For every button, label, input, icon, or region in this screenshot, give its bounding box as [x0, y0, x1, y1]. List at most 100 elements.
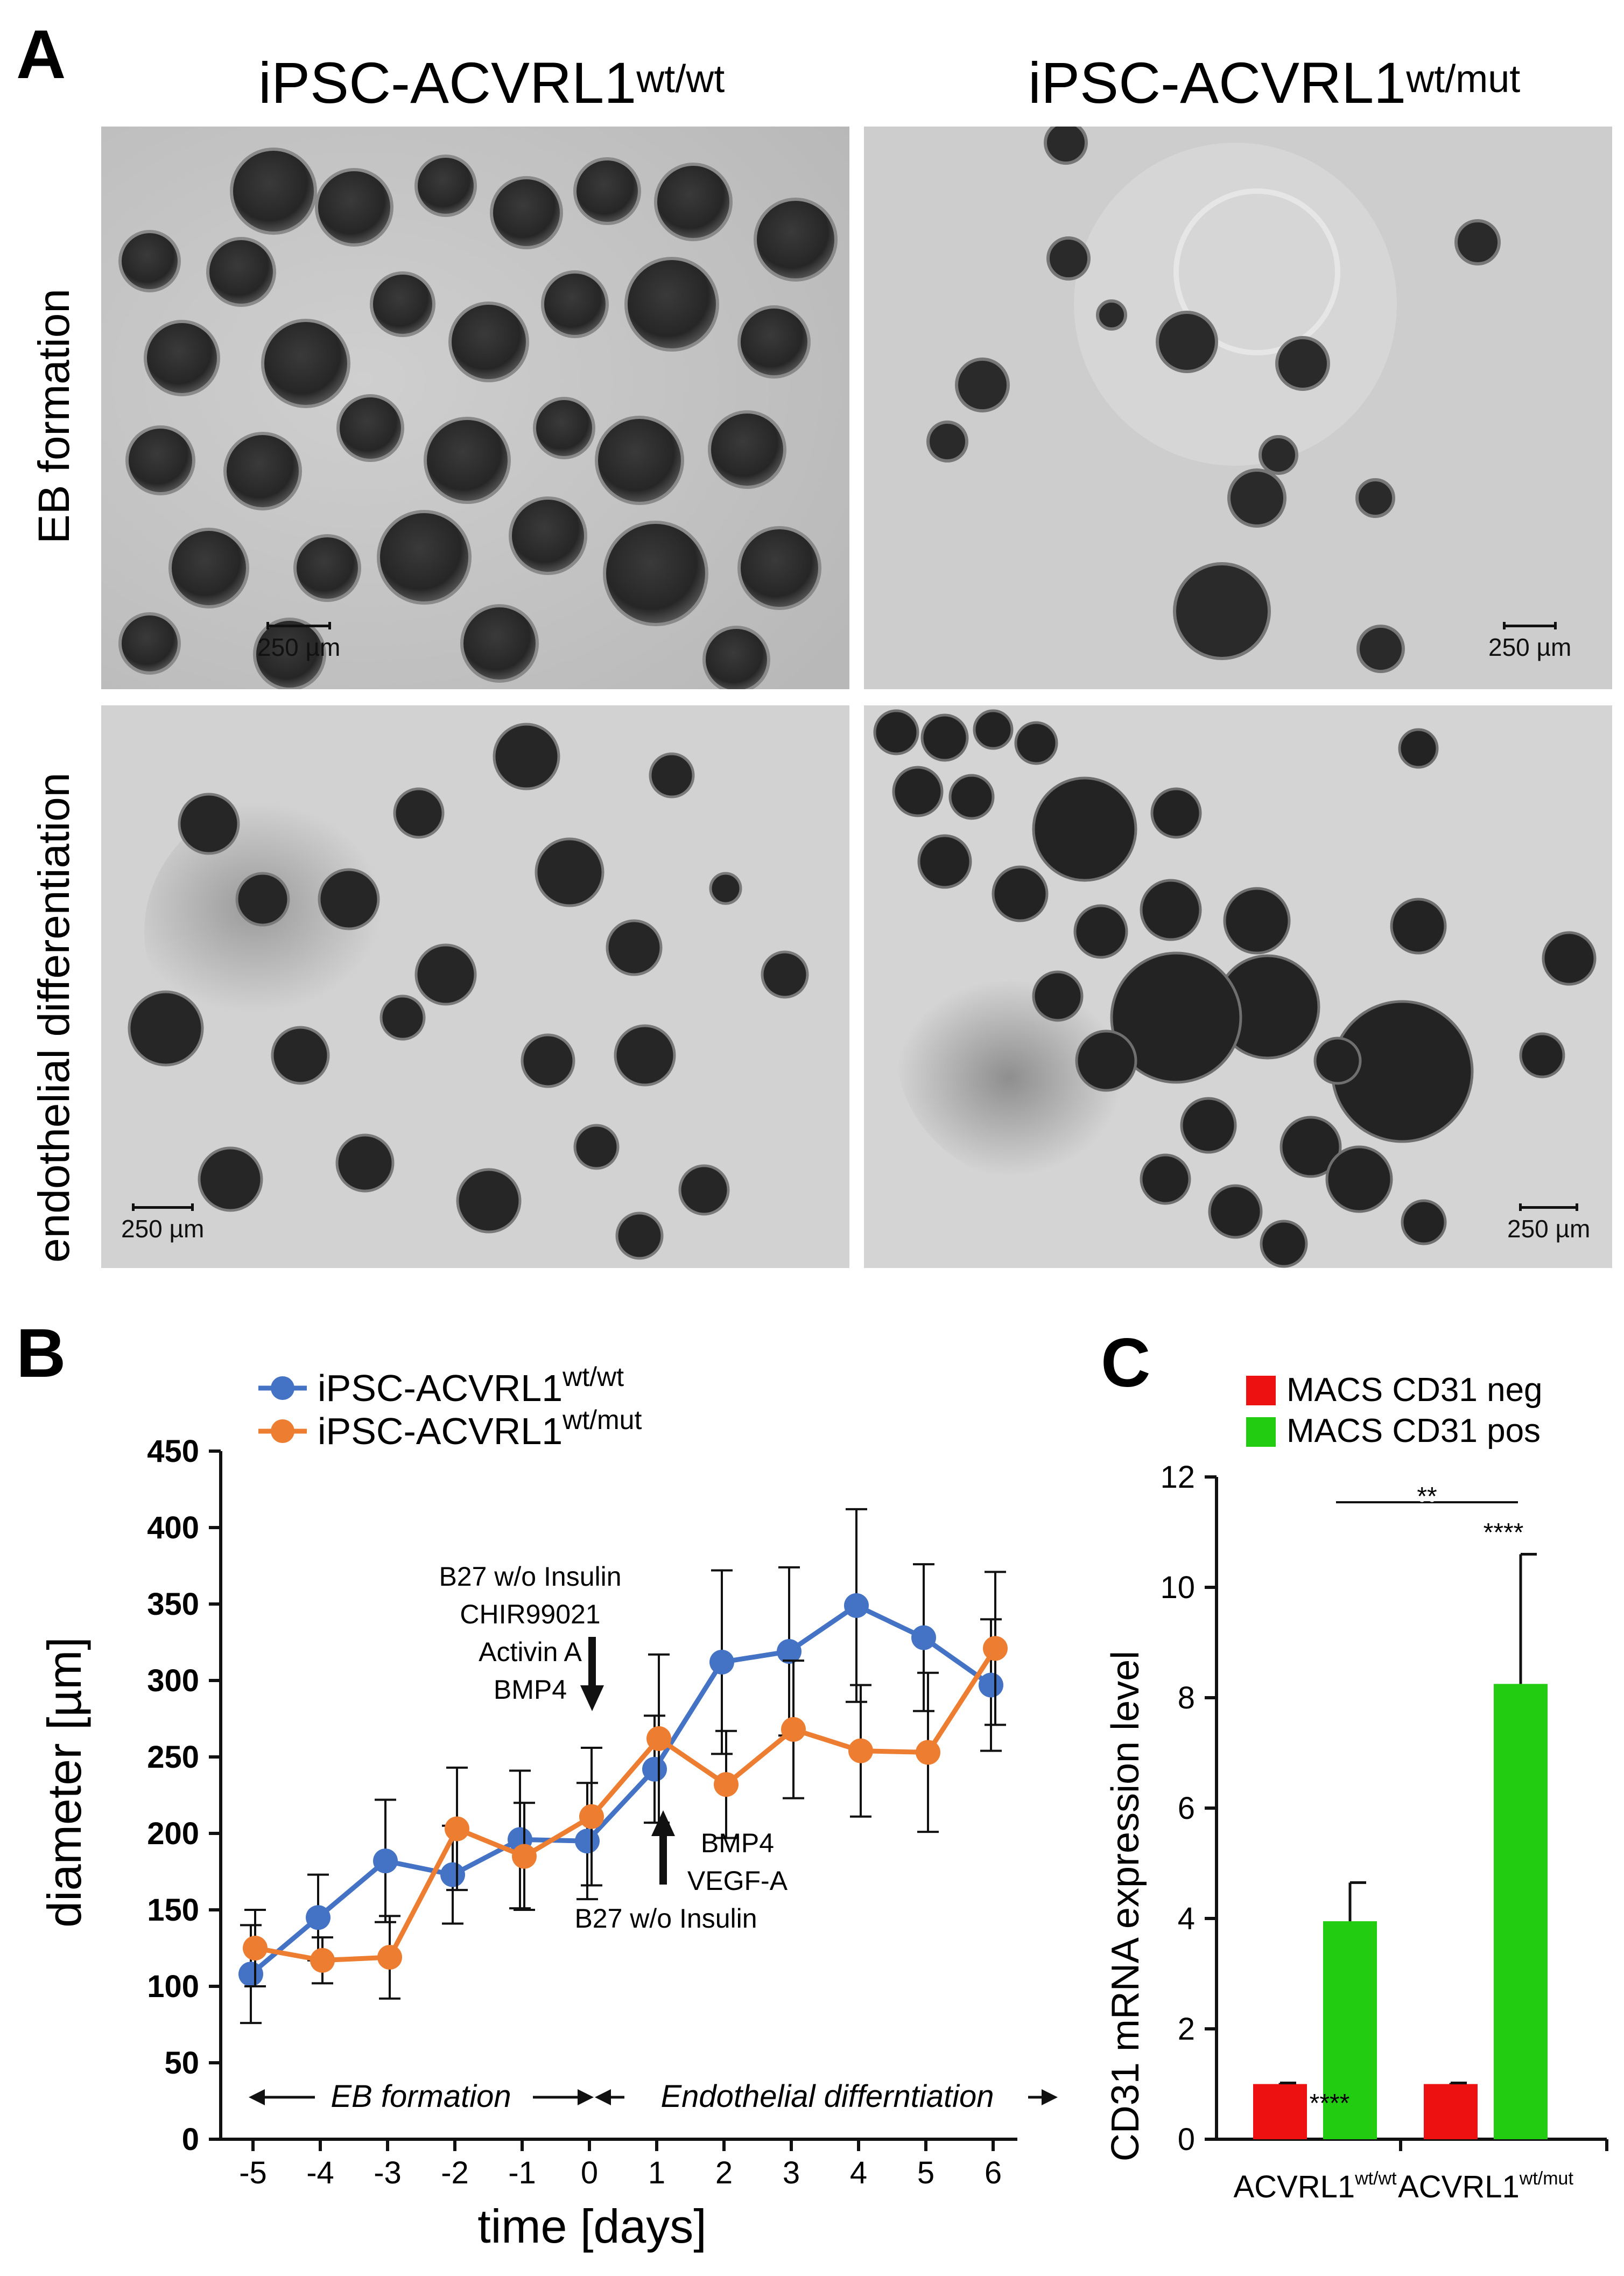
legend-marker-wt — [271, 1376, 294, 1400]
annotation-top-line4: BMP4 — [494, 1675, 567, 1705]
annotation-bottom-line1: BMP4 — [701, 1828, 774, 1858]
data-point-mut — [983, 1636, 1008, 1661]
y-axis-title-c: CD31 mRNA expression level — [1104, 1651, 1147, 2161]
y-tick-label-c: 10 — [1160, 1570, 1195, 1605]
y-tick-label-c: 8 — [1178, 1680, 1195, 1715]
legend-c: MACS CD31 neg MACS CD31 pos — [1246, 1371, 1543, 1449]
panel-c-letter: C — [1101, 1325, 1151, 1402]
x-tick-label-b: 0 — [581, 2155, 598, 2190]
x-tick-label-b: 4 — [850, 2155, 867, 2190]
x-category-base: ACVRL1 — [1233, 2169, 1355, 2204]
legend-label-neg: MACS CD31 neg — [1286, 1371, 1543, 1409]
arrow-up-icon — [651, 1810, 675, 1885]
panel-b-letter: B — [16, 1315, 66, 1392]
x-tick-label-b: 5 — [917, 2155, 934, 2190]
data-point-mut — [646, 1726, 671, 1751]
scalebar-wt-endothelial: 250 µm — [121, 1203, 204, 1243]
y-tick-label-b: 150 — [147, 1893, 199, 1928]
phase-label-endothelial: Endothelial differntiation — [660, 2079, 994, 2114]
annotation-top-line1: B27 w/o Insulin — [439, 1561, 621, 1592]
scalebar-mut-endothelial: 250 µm — [1507, 1203, 1590, 1243]
data-point-mut — [781, 1717, 806, 1742]
micrograph-wt-endothelial — [101, 705, 849, 1268]
data-point-wt — [306, 1905, 331, 1930]
cd31-bar-chart: MACS CD31 neg MACS CD31 pos 0 2 4 6 8 10 12 ACV… — [1104, 1371, 1608, 2204]
legend-b: iPSC-ACVRL1wt/wt iPSC-ACVRL1wt/mut — [258, 1362, 642, 1452]
series-line-wt — [249, 1602, 993, 1976]
significance-group1: **** — [1310, 2089, 1350, 2118]
y-tick-label-b: 350 — [147, 1587, 199, 1622]
significance-bracket-label: ** — [1417, 1482, 1437, 1511]
y-tick-label-c: 4 — [1178, 1901, 1195, 1936]
bar-pos — [1323, 1921, 1377, 2139]
annotation-bottom-line3: B27 w/o Insulin — [574, 1903, 757, 1934]
data-point-wt — [709, 1649, 734, 1675]
y-tick-label-b: 0 — [182, 2122, 199, 2157]
data-point-wt — [642, 1756, 667, 1782]
y-tick-label-b: 50 — [164, 2046, 199, 2081]
bar-neg — [1424, 2084, 1478, 2139]
data-point-wt — [979, 1672, 1003, 1698]
y-tick-label-c: 6 — [1178, 1791, 1195, 1826]
scalebar-mut-eb-formation: 250 µm — [1488, 622, 1571, 662]
y-tick-label-c: 2 — [1178, 2012, 1195, 2047]
data-point-mut — [445, 1816, 469, 1841]
x-tick-label-b: -2 — [441, 2155, 469, 2190]
scalebar-label: 250 µm — [121, 1215, 205, 1243]
micrograph-mut-eb-formation — [864, 127, 1612, 689]
legend-label-mut-sup: wt/mut — [562, 1405, 642, 1435]
x-tick-label-b: 1 — [648, 2155, 665, 2190]
data-point-mut — [916, 1740, 940, 1765]
scalebar-label: 250 µm — [1488, 633, 1572, 661]
annotation-top-line2: CHIR99021 — [460, 1599, 600, 1629]
y-tick-label-b: 200 — [147, 1816, 199, 1851]
data-point-wt — [777, 1639, 802, 1664]
x-category-label: ACVRL1wt/wt — [1233, 2168, 1397, 2204]
scalebar-label: 250 µm — [1507, 1215, 1591, 1243]
annotation-bottom: BMP4 VEGF-A B27 w/o Insulin — [574, 1828, 788, 1934]
column-title-mut-sup: wt/mut — [1406, 58, 1521, 101]
row-label-endothelial-differentiation: endothelial differentiation — [30, 772, 79, 1263]
y-tick-label-c: 12 — [1160, 1460, 1195, 1495]
y-tick-label-b: 300 — [147, 1663, 199, 1698]
x-tick-label-b: -4 — [306, 2155, 334, 2190]
x-category-base: ACVRL1 — [1398, 2169, 1520, 2204]
x-category-sup: wt/wt — [1354, 2168, 1397, 2189]
legend-swatch-neg — [1246, 1376, 1276, 1405]
data-point-mut — [243, 1936, 268, 1960]
legend-label-pos: MACS CD31 pos — [1286, 1412, 1541, 1449]
data-point-wt — [440, 1862, 465, 1887]
legend-swatch-pos — [1246, 1417, 1276, 1447]
x-category-sup: wt/mut — [1519, 2168, 1574, 2189]
scalebar-wt-eb-formation: 250 µm — [257, 622, 340, 662]
y-tick-label-b: 250 — [147, 1740, 199, 1775]
data-point-wt — [911, 1625, 936, 1650]
column-title-wt: iPSC-ACVRL1wt/wt — [258, 54, 725, 112]
x-tick-label-b: -1 — [508, 2155, 536, 2190]
significance-group2: **** — [1484, 1518, 1524, 1547]
x-axis-title-b: time [days] — [477, 2200, 706, 2253]
x-tick-label-b: -5 — [239, 2155, 267, 2190]
data-point-mut — [848, 1738, 873, 1763]
panel-a-letter: A — [16, 16, 66, 93]
data-point-mut — [714, 1772, 739, 1797]
y-tick-label-b: 400 — [147, 1510, 199, 1545]
annotation-bottom-line2: VEGF-A — [687, 1866, 788, 1896]
row-label-eb-formation: EB formation — [30, 289, 79, 544]
micrograph-mut-endothelial — [864, 705, 1612, 1268]
legend-label-mut: iPSC-ACVRL1wt/mut — [318, 1405, 642, 1452]
column-title-wt-sup: wt/wt — [636, 58, 725, 101]
diameter-line-chart: iPSC-ACVRL1wt/wt iPSC-ACVRL1wt/mut 0 50 1 0… — [38, 1362, 1058, 2253]
x-tick-label-b: -3 — [374, 2155, 402, 2190]
y-tick-label-c: 0 — [1178, 2122, 1195, 2157]
arrow-down-icon — [580, 1637, 604, 1711]
annotation-top: B27 w/o Insulin CHIR99021 Activin A BMP4 — [439, 1561, 621, 1705]
column-title-mut-base: iPSC-ACVRL1 — [1028, 50, 1407, 115]
x-category-label: ACVRL1wt/mut — [1398, 2168, 1573, 2204]
y-tick-label-b: 450 — [147, 1434, 199, 1469]
x-tick-label-b: 6 — [985, 2155, 1002, 2190]
x-tick-label-b: 3 — [783, 2155, 800, 2190]
column-title-mut: iPSC-ACVRL1wt/mut — [1028, 54, 1520, 112]
annotation-top-line3: Activin A — [479, 1637, 582, 1667]
data-point-mut — [512, 1844, 537, 1869]
